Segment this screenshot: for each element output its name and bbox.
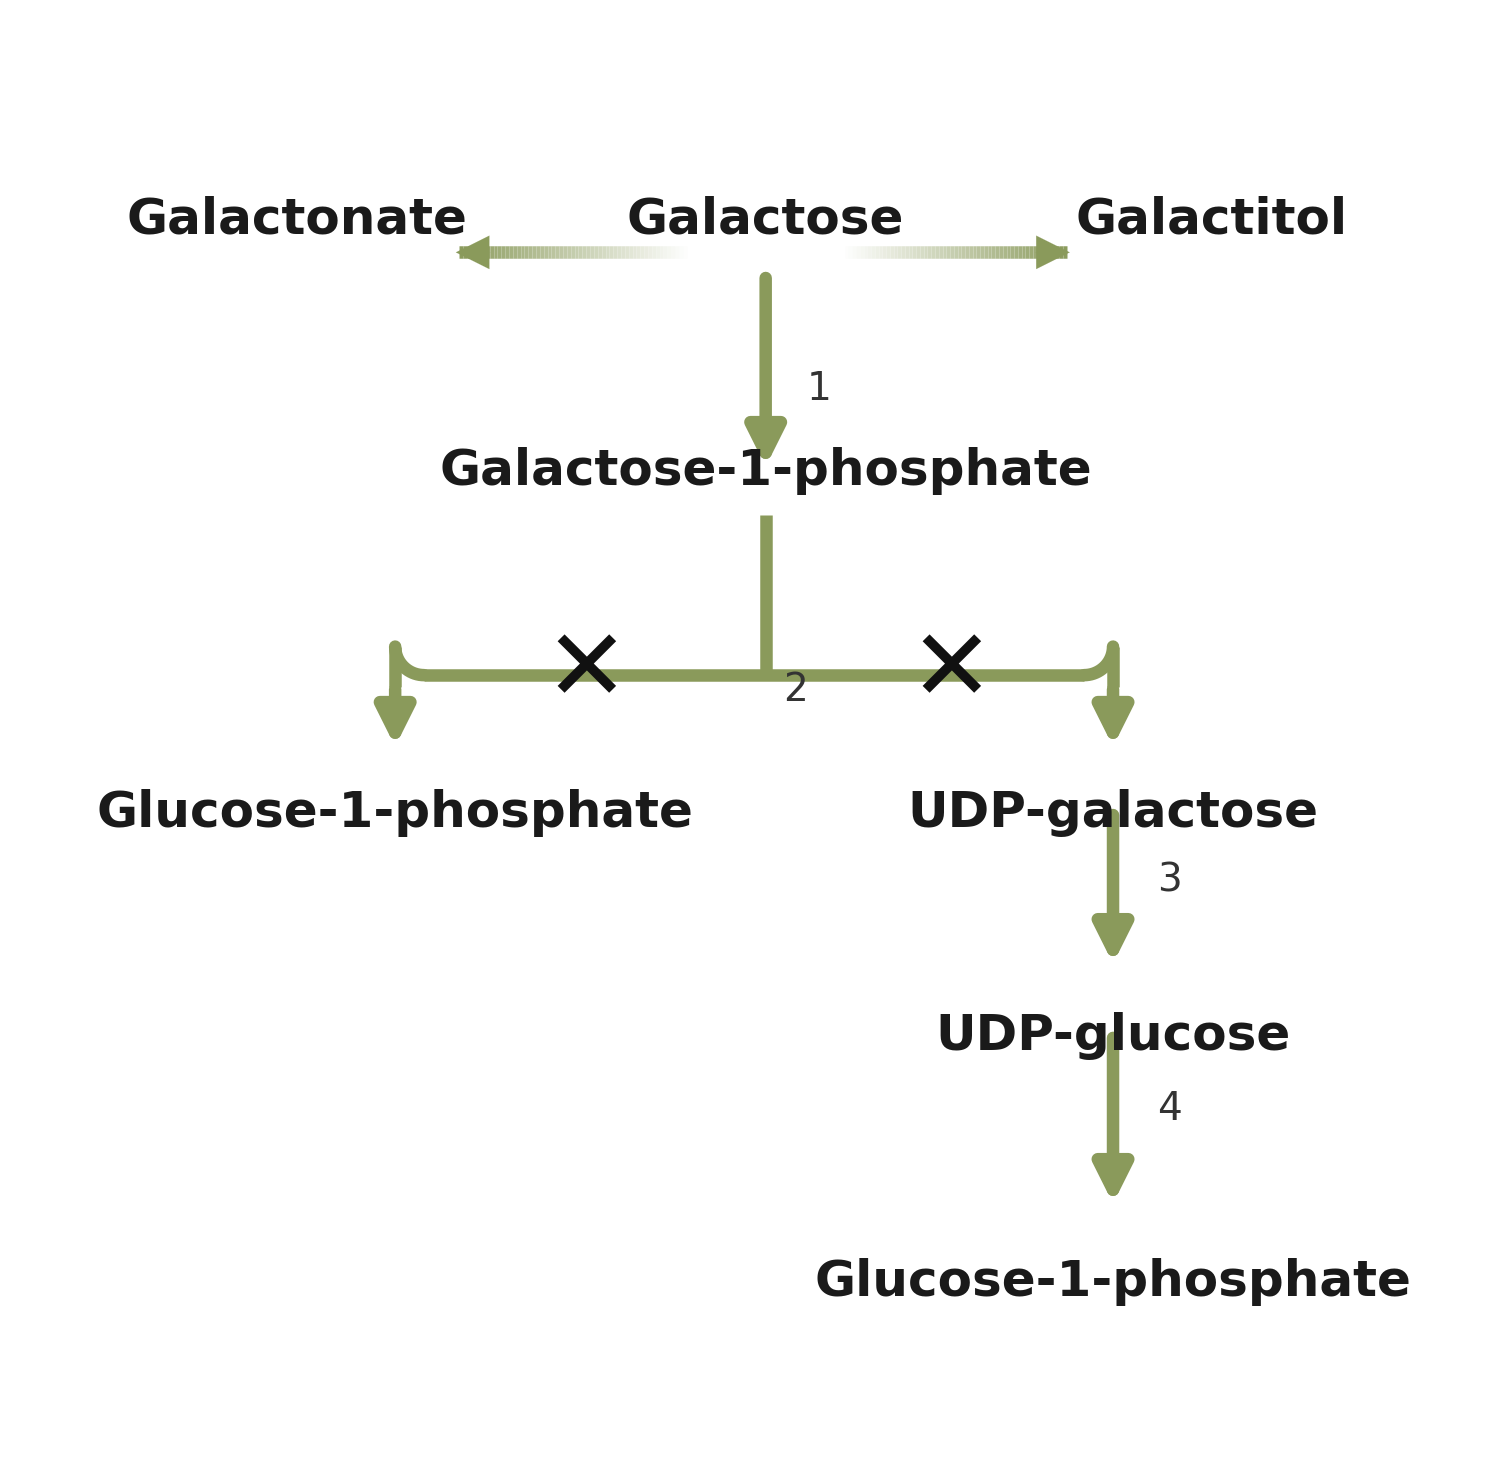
Text: Galactose-1-phosphate: Galactose-1-phosphate: [439, 447, 1092, 494]
Text: UDP-glucose: UDP-glucose: [935, 1012, 1291, 1060]
Text: Galactonate: Galactonate: [127, 196, 468, 243]
Text: Glucose-1-phosphate: Glucose-1-phosphate: [814, 1258, 1412, 1306]
Text: Glucose-1-phosphate: Glucose-1-phosphate: [97, 789, 693, 837]
Text: Galactitol: Galactitol: [1076, 196, 1348, 243]
Text: 1: 1: [807, 371, 831, 408]
Text: 4: 4: [1156, 1091, 1182, 1128]
Text: ✕: ✕: [908, 625, 994, 721]
Text: 3: 3: [1156, 862, 1182, 899]
Text: UDP-galactose: UDP-galactose: [907, 789, 1319, 837]
Text: 2: 2: [783, 671, 808, 709]
Text: Galactose: Galactose: [627, 196, 904, 243]
Text: ✕: ✕: [544, 625, 627, 721]
